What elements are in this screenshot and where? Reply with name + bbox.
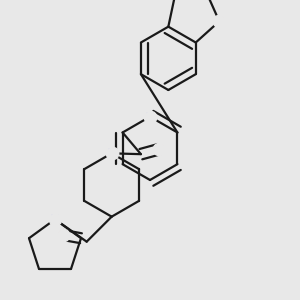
Text: N: N (107, 148, 116, 158)
Text: O: O (154, 144, 164, 154)
Text: O: O (214, 16, 224, 26)
Text: N: N (50, 214, 60, 224)
Text: N: N (146, 112, 154, 122)
Text: O: O (58, 230, 67, 240)
